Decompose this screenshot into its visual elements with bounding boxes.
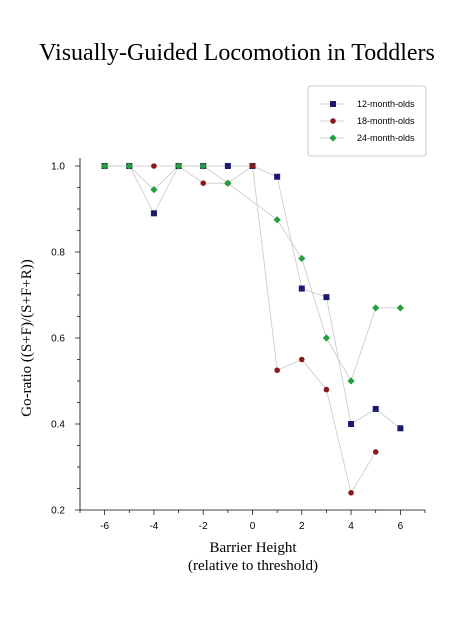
data-point-series-2	[372, 449, 379, 455]
legend-label: 12-month-olds	[357, 99, 415, 109]
data-point-series-2	[298, 356, 305, 363]
series-line-3	[104, 165, 401, 382]
x-tick-label: -4	[149, 521, 158, 532]
x-tick-label: 2	[299, 521, 305, 532]
data-point-series-1	[397, 425, 404, 432]
data-point-series-3	[125, 162, 133, 170]
data-point-series-1	[323, 294, 330, 301]
data-point-series-3	[101, 162, 109, 170]
data-point-series-1	[274, 173, 281, 180]
x-tick-label: 0	[250, 521, 256, 532]
legend-marker	[329, 134, 337, 142]
data-point-series-3	[372, 304, 380, 312]
axes: -6 -4 -2 0 2 4 6 0.2 0.4 0.6 0.8 1.0	[51, 158, 426, 532]
y-tick-label: 0.2	[51, 506, 65, 517]
legend-label: 18-month-olds	[357, 116, 415, 126]
data-point-series-2	[323, 386, 330, 393]
y-tick-label: 0.4	[51, 420, 65, 431]
chart-title: Visually-Guided Locomotion in Toddlers	[39, 40, 435, 66]
y-tick-label: 0.8	[51, 248, 65, 259]
x-tick-label: 4	[348, 521, 354, 532]
data-point-series-3	[347, 377, 355, 385]
data-point-series-3	[150, 186, 158, 194]
series-line-1	[104, 165, 401, 429]
data-point-series-2	[348, 490, 354, 496]
legend-label: 24-month-olds	[357, 133, 415, 143]
data-point-series-3	[273, 216, 281, 224]
x-axis-sublabel: (relative to threshold)	[188, 558, 318, 574]
x-tick-label: -2	[199, 521, 208, 532]
data-point-series-1	[348, 421, 355, 427]
data-point-series-3	[396, 304, 404, 312]
series-line-2	[104, 165, 377, 494]
y-tick-label: 1.0	[51, 162, 65, 173]
legend: 12-month-olds 18-month-olds 24-month-olds	[307, 85, 427, 157]
data-point-series-2	[200, 180, 207, 186]
data-point-series-2	[249, 163, 256, 169]
data-point-series-3	[322, 334, 331, 342]
x-tick-label: -6	[100, 521, 109, 532]
y-axis-label: Go-ratio ((S+F)/(S+F+R))	[19, 259, 35, 416]
data-point-series-2	[274, 367, 280, 374]
data-point-series-1	[372, 405, 379, 412]
data-point-series-1	[298, 285, 305, 292]
data-point-series-3	[298, 254, 306, 263]
data-point-series-1	[150, 210, 157, 217]
data-points	[101, 162, 404, 496]
data-point-series-3	[199, 162, 207, 170]
data-point-series-3	[174, 162, 183, 170]
x-axis-label: Barrier Height	[209, 540, 297, 556]
legend-box	[307, 85, 427, 157]
data-point-series-2	[151, 163, 157, 169]
legend-marker	[330, 118, 336, 124]
series-lines	[104, 165, 401, 494]
y-tick-label: 0.6	[51, 334, 65, 345]
legend-marker	[330, 101, 336, 107]
x-tick-label: 6	[398, 521, 404, 532]
data-point-series-1	[224, 163, 231, 169]
data-point-series-3	[224, 179, 232, 187]
